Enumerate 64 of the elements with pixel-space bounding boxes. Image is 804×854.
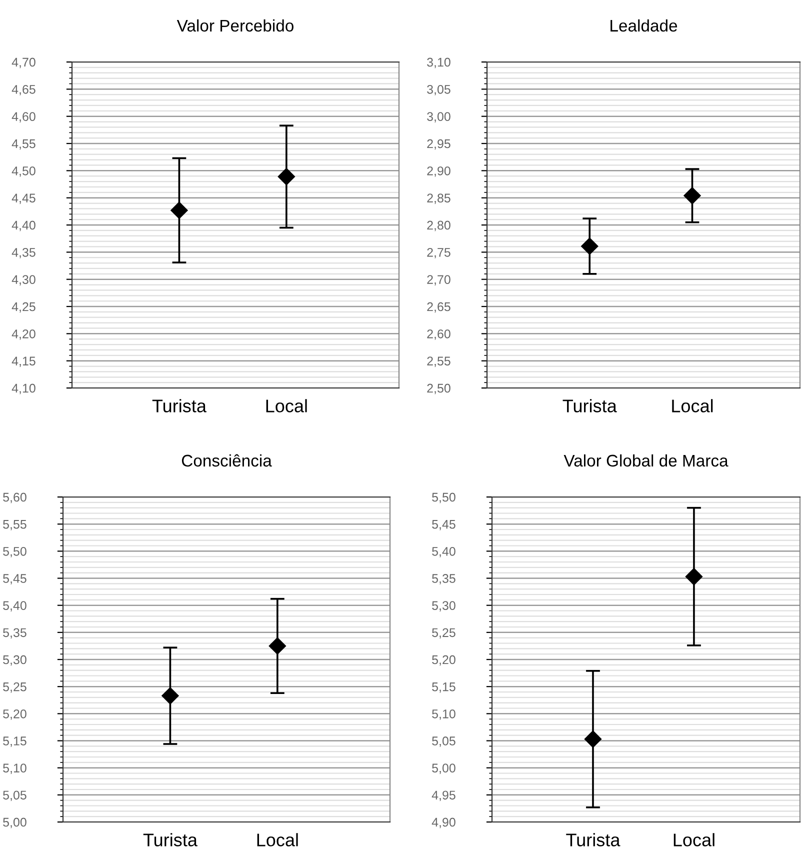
y-tick-label: 3,05 (427, 84, 450, 96)
y-tick-label: 4,20 (12, 329, 36, 340)
y-tick-label: 5,50 (3, 546, 26, 558)
y-tick-label: 3,00 (427, 112, 450, 122)
x-tick-label: Turista (152, 399, 206, 412)
y-tick-label: 4,10 (12, 384, 36, 394)
y-tick-label: 5,40 (432, 546, 456, 558)
y-tick-label: 2,80 (427, 220, 450, 232)
y-tick-label: 4,60 (12, 112, 36, 122)
y-tick-label: 5,40 (3, 601, 26, 612)
y-tick-label: 4,25 (12, 302, 36, 313)
x-tick-label: Local (672, 399, 713, 412)
y-tick-label: 5,00 (3, 818, 26, 828)
y-tick-label: 5,10 (432, 709, 456, 720)
y-tick-label: 2,90 (427, 166, 450, 177)
y-tick-label: 2,65 (427, 302, 450, 313)
y-tick-label: 5,05 (432, 736, 456, 747)
y-tick-label: 5,45 (432, 520, 456, 530)
y-tick-label: 2,75 (427, 248, 450, 258)
y-tick-label: 5,20 (3, 709, 26, 720)
y-tick-label: 5,00 (432, 764, 456, 774)
y-tick-label: 4,90 (432, 818, 456, 828)
y-tick-label: 4,40 (12, 220, 36, 232)
x-tick-label: Local (674, 833, 714, 846)
y-tick-label: 5,25 (432, 628, 456, 639)
y-tick-label: 3,10 (427, 58, 450, 68)
y-tick-label: 5,30 (3, 655, 26, 666)
x-tick-label: Local (257, 833, 298, 846)
y-tick-label: 4,70 (12, 58, 36, 68)
y-tick-label: 5,35 (3, 628, 26, 639)
x-tick-label: Local (266, 399, 307, 412)
y-tick-label: 2,85 (427, 194, 450, 204)
y-tick-label: 5,55 (3, 520, 26, 530)
chart-title: Consciência (182, 454, 272, 467)
y-tick-label: 4,65 (12, 84, 36, 96)
y-tick-label: 5,35 (432, 574, 456, 584)
y-tick-label: 4,30 (12, 275, 36, 286)
x-tick-label: Turista (566, 833, 620, 846)
y-tick-label: 5,45 (3, 574, 26, 584)
y-tick-label: 5,25 (3, 682, 26, 693)
y-tick-label: 5,60 (3, 492, 26, 504)
chart-title: Valor Global de Marca (564, 454, 728, 467)
chart-title: Lealdade (610, 19, 678, 32)
y-tick-label: 5,05 (3, 790, 26, 802)
y-tick-label: 4,55 (12, 139, 36, 150)
y-tick-label: 5,15 (3, 736, 26, 747)
y-tick-label: 5,50 (432, 492, 456, 504)
y-tick-label: 4,15 (12, 356, 36, 367)
y-tick-label: 5,30 (432, 601, 456, 612)
chart-title: Valor Percebido (176, 19, 294, 32)
y-tick-label: 2,60 (427, 329, 450, 340)
y-tick-label: 2,70 (427, 275, 450, 286)
y-tick-label: 4,95 (432, 790, 456, 802)
x-tick-label: Turista (143, 833, 198, 846)
y-tick-label: 4,50 (12, 166, 36, 177)
y-tick-label: 4,45 (12, 194, 36, 204)
y-tick-label: 4,35 (12, 248, 36, 258)
y-tick-label: 5,10 (3, 764, 26, 774)
y-tick-label: 2,95 (427, 139, 450, 150)
x-tick-label: Turista (562, 399, 617, 412)
y-tick-label: 2,50 (427, 384, 450, 394)
y-tick-label: 2,55 (427, 356, 450, 367)
y-tick-label: 5,20 (432, 655, 456, 666)
y-tick-label: 5,15 (432, 682, 456, 693)
